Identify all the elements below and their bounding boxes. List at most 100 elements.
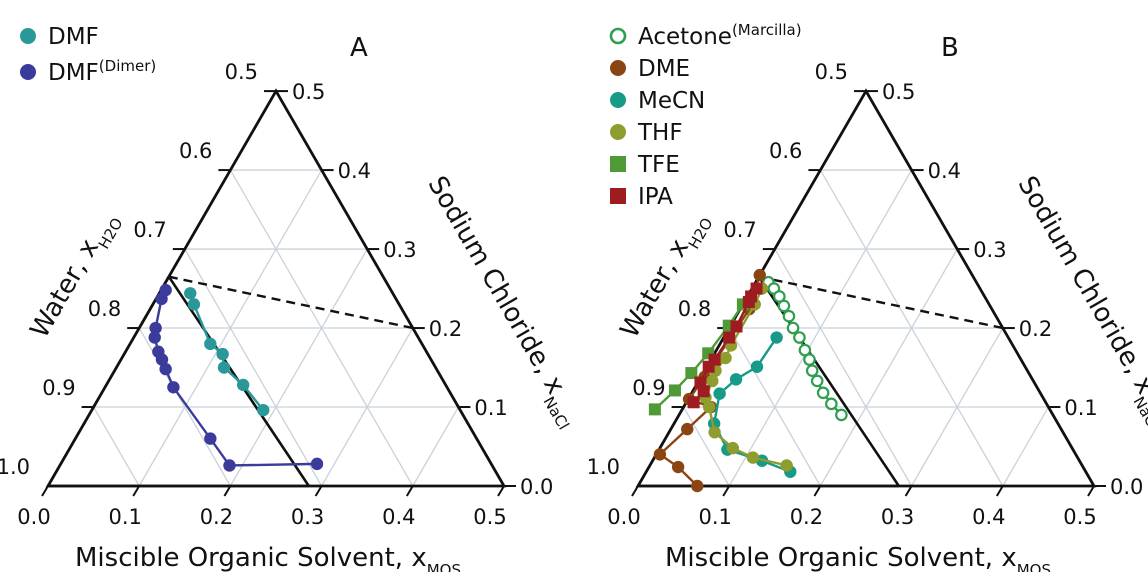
data-point [730, 320, 743, 333]
bottom-tick [314, 485, 323, 497]
legend-label: DMF(Dimer) [48, 57, 156, 86]
legend-marker [610, 124, 626, 140]
legend-label: Acetone(Marcilla) [638, 21, 802, 50]
data-point [746, 451, 760, 464]
legend-marker [609, 27, 627, 45]
data-point [167, 381, 180, 394]
ternary-frame [635, 88, 1097, 488]
right-tick-label: 0.0 [520, 475, 553, 499]
legend-marker [20, 64, 36, 80]
legend-marker [610, 156, 626, 172]
data-point [810, 374, 824, 388]
left-tick-label: 0.8 [678, 297, 711, 321]
data-point [719, 351, 732, 365]
right-tick-label: 0.3 [973, 238, 1006, 262]
grid-lines [683, 169, 1049, 487]
data-point [648, 403, 661, 416]
bottom-tick [813, 485, 822, 497]
right-tick-label: 0.1 [1064, 396, 1097, 420]
data-point [159, 362, 172, 376]
grid-line [819, 248, 958, 487]
bottom-tick-label: 0.1 [698, 505, 731, 529]
left-tick-label: 1.0 [0, 455, 30, 479]
data-point [729, 373, 743, 386]
left-tick-label: 0.8 [88, 297, 121, 321]
bottom-tick-label: 0.5 [1063, 505, 1096, 529]
data-point [702, 400, 716, 414]
bottom-axis-label: Miscible Organic Solvent, xMOS [75, 543, 461, 572]
bottom-tick [223, 485, 232, 497]
bottom-axis-label: Miscible Organic Solvent, xMOS [665, 543, 1051, 572]
grid-line [184, 248, 323, 487]
bottom-tick [904, 485, 913, 497]
data-point [803, 353, 816, 366]
left-tick-label: 0.5 [815, 60, 848, 84]
data-point [825, 397, 838, 411]
data-point [702, 360, 715, 373]
legend-label-superscript: (Dimer) [99, 57, 156, 75]
bottom-tick [722, 485, 731, 497]
right-tick-label: 0.3 [383, 238, 416, 262]
data-point [204, 337, 217, 351]
legend: DMF DMF(Dimer) [20, 24, 156, 86]
grid-line [1002, 406, 1049, 487]
data-point [708, 426, 721, 439]
data-point [216, 347, 229, 361]
axis-label-subscript: H2O [95, 215, 127, 252]
bottom-tick-label: 0.2 [790, 505, 823, 529]
axis-label-subscript: MOS [1017, 561, 1051, 572]
bottom-tick [995, 485, 1004, 497]
panel-label: A [350, 33, 368, 63]
legend: Acetone(Marcilla) DME MeCN THF TFE IPA [609, 21, 802, 210]
data-point [148, 331, 161, 344]
left-tick-label: 0.6 [769, 139, 802, 163]
legend-label: DME [638, 56, 690, 82]
legend-label: IPA [638, 184, 673, 210]
data-point [671, 460, 685, 474]
grid-line [728, 327, 821, 487]
grid-line [774, 248, 913, 487]
legend-marker [610, 92, 626, 108]
bottom-tick [497, 485, 505, 497]
data-point [668, 384, 681, 397]
data-point [236, 378, 250, 392]
data-point [697, 385, 710, 398]
data-point [793, 331, 806, 344]
series-dmf [148, 283, 324, 472]
data-point [681, 422, 694, 436]
legend-marker [20, 28, 36, 44]
tie-line-dashed [168, 275, 414, 330]
left-tick-label: 0.5 [225, 60, 258, 84]
right-axis-label: Sodium Chloride, xNaCl [416, 171, 588, 433]
data-point [691, 479, 704, 493]
right-axis-label: Sodium Chloride, xNaCl [1006, 171, 1148, 433]
data-point [149, 321, 162, 335]
ticks: 0.0 0.5 0.5 0.1 0.6 0.4 0.2 0.7 0.3 0.3 0.8 0.2 0.4 0… [587, 60, 1144, 529]
data-point [687, 396, 700, 409]
bottom-tick-label: 0.0 [17, 505, 50, 529]
legend-marker [610, 188, 626, 204]
grid-line [93, 406, 140, 487]
grid-line [229, 169, 414, 487]
series-acetone [762, 275, 848, 422]
grid-line [412, 406, 459, 487]
bottom-tick [405, 485, 414, 497]
legend-label: MeCN [638, 88, 705, 114]
tie-line-dashed [758, 275, 1004, 330]
ternary-frame [45, 88, 507, 488]
data-point [184, 287, 197, 300]
data-point [155, 292, 168, 306]
data-point [310, 457, 324, 471]
bottom-tick [132, 485, 141, 497]
left-tick-label: 0.7 [133, 218, 166, 242]
right-tick-label: 0.5 [882, 80, 915, 104]
data-point [653, 448, 667, 461]
bottom-tick-label: 0.1 [108, 505, 141, 529]
legend-marker [610, 60, 626, 76]
bottom-tick-label: 0.3 [881, 505, 914, 529]
data-point [753, 268, 766, 282]
data-point [685, 367, 698, 380]
data-point [155, 353, 169, 366]
legend-label: TFE [637, 152, 680, 178]
